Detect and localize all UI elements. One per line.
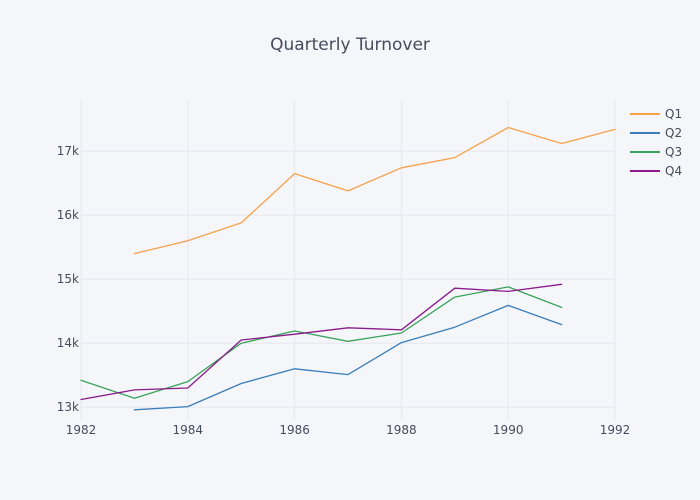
- x-tick-label: 1992: [600, 423, 631, 437]
- series-line-q1: [133, 126, 616, 255]
- legend-label: Q2: [665, 126, 682, 140]
- legend-item-q1[interactable]: Q1: [630, 107, 682, 121]
- y-tick-label: 13k: [57, 400, 79, 414]
- series-line-q2: [133, 304, 563, 411]
- y-tick-label: 16k: [57, 208, 79, 222]
- legend-item-q4[interactable]: Q4: [630, 164, 682, 178]
- legend-label: Q4: [665, 164, 682, 178]
- x-tick-label: 1984: [173, 423, 204, 437]
- legend-label: Q3: [665, 145, 682, 159]
- axis-ticks: 1982 1984 1986 1988 1990 1992 13k 14k 15k 16k 17k: [57, 144, 630, 437]
- x-tick-label: 1982: [66, 423, 97, 437]
- series-lines: [80, 126, 616, 411]
- legend-label: Q1: [665, 107, 682, 121]
- y-tick-label: 14k: [57, 336, 79, 350]
- series-line-q4: [80, 283, 563, 401]
- y-tick-label: 17k: [57, 144, 79, 158]
- chart-title: Quarterly Turnover: [270, 35, 430, 55]
- grid: [80, 100, 616, 420]
- legend-item-q2[interactable]: Q2: [630, 126, 682, 140]
- legend[interactable]: Q1 Q2 Q3 Q4: [630, 107, 682, 178]
- x-tick-label: 1986: [279, 423, 310, 437]
- x-tick-label: 1988: [386, 423, 417, 437]
- series-line-q3: [80, 286, 563, 399]
- legend-item-q3[interactable]: Q3: [630, 145, 682, 159]
- x-tick-label: 1990: [493, 423, 524, 437]
- y-tick-label: 15k: [57, 272, 79, 286]
